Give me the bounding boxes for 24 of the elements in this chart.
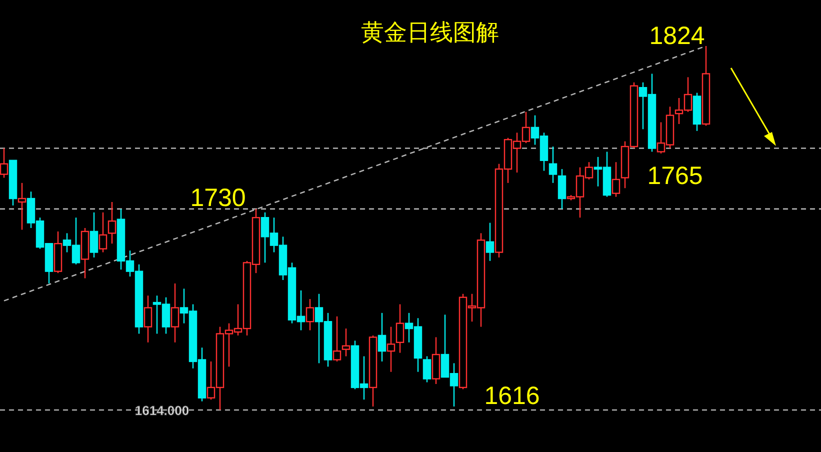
candlestick (90, 212, 98, 258)
candlestick (548, 146, 558, 184)
candlestick (98, 212, 108, 253)
candlestick (144, 295, 152, 343)
candlestick (558, 168, 566, 210)
candlestick (486, 222, 494, 262)
ref-line-label: 1614.000 (134, 403, 190, 418)
candlestick (108, 201, 116, 244)
candlestick (0, 148, 8, 178)
candlestick (386, 326, 396, 372)
candlestick (332, 316, 342, 362)
annotation: 1616 (484, 382, 540, 410)
annotation: 1730 (190, 184, 246, 212)
annotation: 1765 (647, 162, 703, 190)
chart-title: 黄金日线图解 (361, 19, 499, 45)
annotation: 1824 (649, 22, 705, 50)
candlestick (170, 282, 180, 343)
candlestick (396, 304, 404, 354)
candlestick (342, 328, 350, 357)
candlestick (378, 312, 386, 362)
candlestick (306, 298, 314, 331)
candlestick (422, 356, 432, 383)
candlestick (612, 162, 620, 198)
candlestick (18, 182, 26, 230)
